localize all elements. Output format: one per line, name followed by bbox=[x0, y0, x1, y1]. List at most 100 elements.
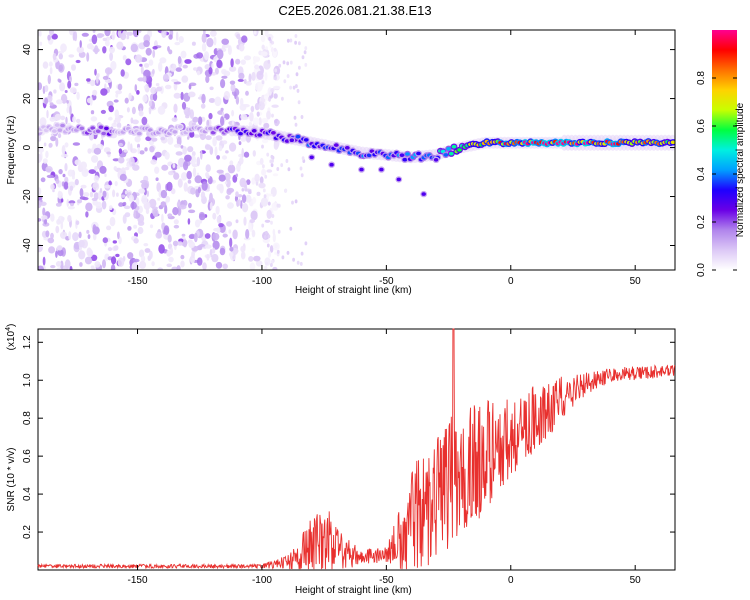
spectrogram-cell bbox=[90, 254, 98, 261]
spectrogram-cell bbox=[212, 136, 217, 147]
spectrogram-cell bbox=[273, 141, 279, 150]
snr-y-scale-label: (x104) bbox=[5, 324, 17, 351]
spectrogram-cell bbox=[126, 35, 130, 40]
spectrogram-cell bbox=[206, 37, 214, 48]
spectrogram-cell bbox=[50, 232, 54, 239]
spectrogram-cell bbox=[187, 179, 192, 184]
spectrogram-cell bbox=[56, 219, 61, 225]
spectrogram-cell bbox=[255, 260, 263, 267]
spectrogram-cell bbox=[188, 84, 192, 90]
spectrogram-cell bbox=[61, 198, 64, 203]
spectrogram-cell bbox=[177, 178, 183, 188]
spectrogram-cell bbox=[260, 34, 266, 43]
snr-y-tick-label: 0.8 bbox=[22, 411, 33, 425]
spectrogram-cell bbox=[218, 145, 223, 152]
spectrogram-cell bbox=[63, 181, 69, 190]
spectrogram-cell bbox=[264, 174, 268, 179]
spectrogram-cell bbox=[134, 136, 141, 143]
spectrogram-cell bbox=[104, 184, 112, 189]
spectrogram-cell bbox=[286, 74, 290, 79]
spectrogram-cell bbox=[245, 81, 252, 86]
spectrogram-cell bbox=[71, 174, 75, 180]
spectrogram-cell bbox=[57, 133, 62, 139]
spectrogram-cell bbox=[216, 49, 224, 60]
spectrogram-cell bbox=[241, 35, 248, 43]
spectrogram-cell bbox=[92, 89, 98, 96]
spectrogram-cell bbox=[155, 83, 160, 87]
spectrogram-cell bbox=[251, 177, 256, 185]
spectrogram-cell bbox=[38, 265, 44, 270]
spectrogram-cell bbox=[262, 188, 266, 193]
spectrogram-cell bbox=[287, 167, 291, 172]
spectrogram-cell bbox=[172, 207, 179, 216]
spectrogram-cell bbox=[38, 147, 45, 153]
spectrogram-cell bbox=[197, 116, 203, 125]
spectrogram-cell bbox=[132, 119, 139, 125]
spectrogram-cell bbox=[200, 150, 203, 160]
spectrogram-cell bbox=[182, 146, 187, 155]
spectrogram-cell bbox=[178, 36, 184, 43]
snr-series-line bbox=[37, 328, 676, 570]
colorbar-ticks: 0.0 0.2 0.4 0.6 0.8 bbox=[696, 71, 737, 277]
spectrogram-cell bbox=[156, 182, 161, 193]
spectrogram-cell bbox=[183, 182, 188, 192]
spectrogram-cell bbox=[171, 266, 178, 270]
spectrogram-cell bbox=[266, 243, 270, 248]
spectrogram-cell bbox=[61, 216, 65, 221]
spectrogram-cell bbox=[52, 53, 57, 61]
spectrogram-cell bbox=[114, 181, 118, 187]
spectrogram-cell bbox=[74, 159, 82, 166]
spectrogram-cell bbox=[92, 30, 96, 33]
spectrogram-cell bbox=[243, 55, 252, 61]
spectrogram-cell bbox=[100, 109, 106, 114]
spectrogram-cell bbox=[218, 223, 224, 228]
colorbar-label: Normalized spectral amplitude bbox=[735, 102, 746, 237]
spectrogram-cell bbox=[60, 231, 68, 239]
spectrogram-cell bbox=[181, 172, 188, 181]
spectrogram-cell bbox=[196, 257, 203, 266]
spectrogram-cell bbox=[140, 65, 144, 75]
spectrogram-cell bbox=[181, 101, 187, 110]
spectrogram-cell bbox=[215, 261, 223, 269]
spectrogram-cell bbox=[206, 119, 210, 128]
spectrogram-cell bbox=[68, 231, 72, 240]
spectrogram-x-tick-label: -50 bbox=[379, 276, 394, 287]
spectrogram-cell bbox=[243, 216, 247, 226]
spectrogram-cell bbox=[64, 259, 71, 269]
spectrogram-cell bbox=[209, 86, 214, 91]
spectrogram-cell bbox=[146, 190, 149, 197]
spectrogram-cell bbox=[117, 83, 123, 91]
spectrogram-cell bbox=[134, 84, 138, 92]
snr-y-label: SNR (10 * v/v) bbox=[6, 448, 17, 512]
spectrogram-cell bbox=[107, 247, 113, 252]
spectrogram-cell bbox=[252, 117, 260, 126]
spectrogram-cell bbox=[86, 52, 90, 62]
colorbar-gradient bbox=[712, 30, 737, 270]
spectrogram-cell bbox=[141, 181, 149, 190]
spectrogram-cell bbox=[229, 142, 237, 152]
spectrogram-cell bbox=[118, 148, 123, 155]
spectrogram-cell bbox=[38, 244, 43, 253]
spectrogram-cell bbox=[194, 219, 201, 228]
spectrogram-cell bbox=[240, 245, 246, 253]
spectrogram-cell bbox=[58, 64, 63, 72]
spectrogram-cell bbox=[99, 165, 107, 174]
spectrogram-cell bbox=[256, 111, 260, 117]
spectrogram-cell bbox=[76, 91, 80, 100]
spectrogram-cell bbox=[65, 116, 68, 125]
spectrogram-cell bbox=[127, 141, 131, 151]
spectrogram-cell bbox=[67, 215, 72, 223]
figure-title: C2E5.2026.081.21.38.E13 bbox=[278, 3, 431, 18]
spectrogram-cell bbox=[252, 197, 257, 204]
spectrogram-cell bbox=[270, 263, 273, 267]
spectrogram-cell bbox=[160, 201, 167, 208]
spectrogram-cell bbox=[38, 196, 43, 201]
spectrogram-cell bbox=[254, 173, 260, 183]
spectrogram-cell bbox=[44, 97, 48, 105]
spectrogram-cell bbox=[243, 151, 250, 158]
spectrogram-cell bbox=[277, 120, 280, 125]
spectrogram-cell bbox=[228, 229, 232, 234]
spectrogram-cell bbox=[178, 204, 187, 210]
spectrogram-cell bbox=[276, 249, 280, 254]
spectrogram-cell bbox=[214, 67, 219, 75]
